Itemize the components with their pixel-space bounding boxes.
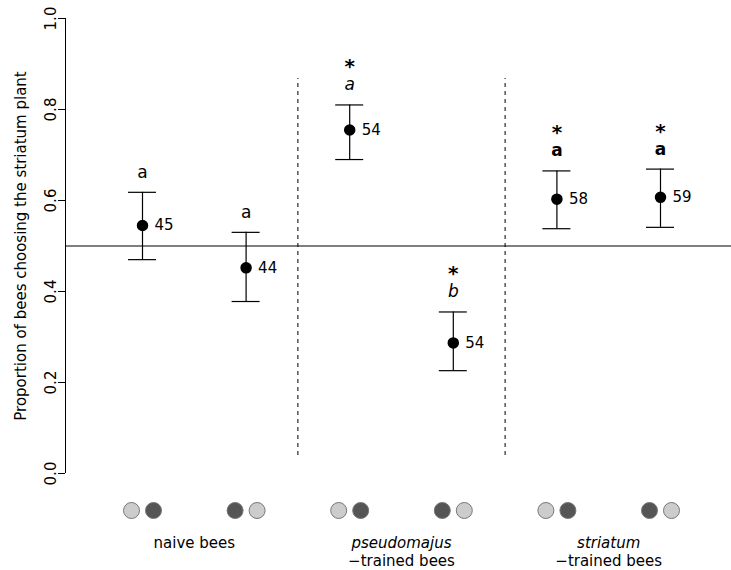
svg-text:b: b bbox=[447, 281, 459, 302]
svg-text:54: 54 bbox=[465, 334, 484, 352]
svg-text:a: a bbox=[241, 202, 251, 222]
svg-text:a: a bbox=[654, 138, 667, 159]
svg-text:0.0: 0.0 bbox=[42, 462, 60, 486]
svg-text:naive bees: naive bees bbox=[154, 534, 236, 552]
svg-text:−trained bees: −trained bees bbox=[348, 552, 455, 570]
svg-text:Proportion of bees choosing th: Proportion of bees choosing the striatum… bbox=[12, 71, 30, 421]
svg-text:0.6: 0.6 bbox=[42, 189, 60, 213]
svg-text:0.8: 0.8 bbox=[42, 98, 60, 122]
svg-text:*: * bbox=[552, 120, 563, 144]
svg-text:45: 45 bbox=[155, 216, 174, 234]
svg-text:a: a bbox=[551, 140, 563, 161]
svg-text:−trained bees: −trained bees bbox=[555, 552, 662, 570]
svg-text:striatum: striatum bbox=[577, 534, 640, 552]
svg-text:a: a bbox=[344, 74, 355, 95]
svg-text:59: 59 bbox=[673, 188, 692, 206]
svg-text:44: 44 bbox=[258, 259, 277, 277]
svg-text:0.4: 0.4 bbox=[42, 280, 60, 304]
svg-text:58: 58 bbox=[569, 190, 588, 208]
svg-text:pseudomajus: pseudomajus bbox=[350, 534, 451, 552]
svg-text:54: 54 bbox=[362, 121, 381, 139]
svg-text:*: * bbox=[344, 54, 355, 78]
svg-text:a: a bbox=[137, 162, 147, 182]
svg-text:*: * bbox=[448, 261, 459, 285]
svg-text:0.2: 0.2 bbox=[42, 371, 60, 395]
svg-text:1.0: 1.0 bbox=[42, 7, 60, 31]
svg-text:*: * bbox=[655, 119, 666, 143]
